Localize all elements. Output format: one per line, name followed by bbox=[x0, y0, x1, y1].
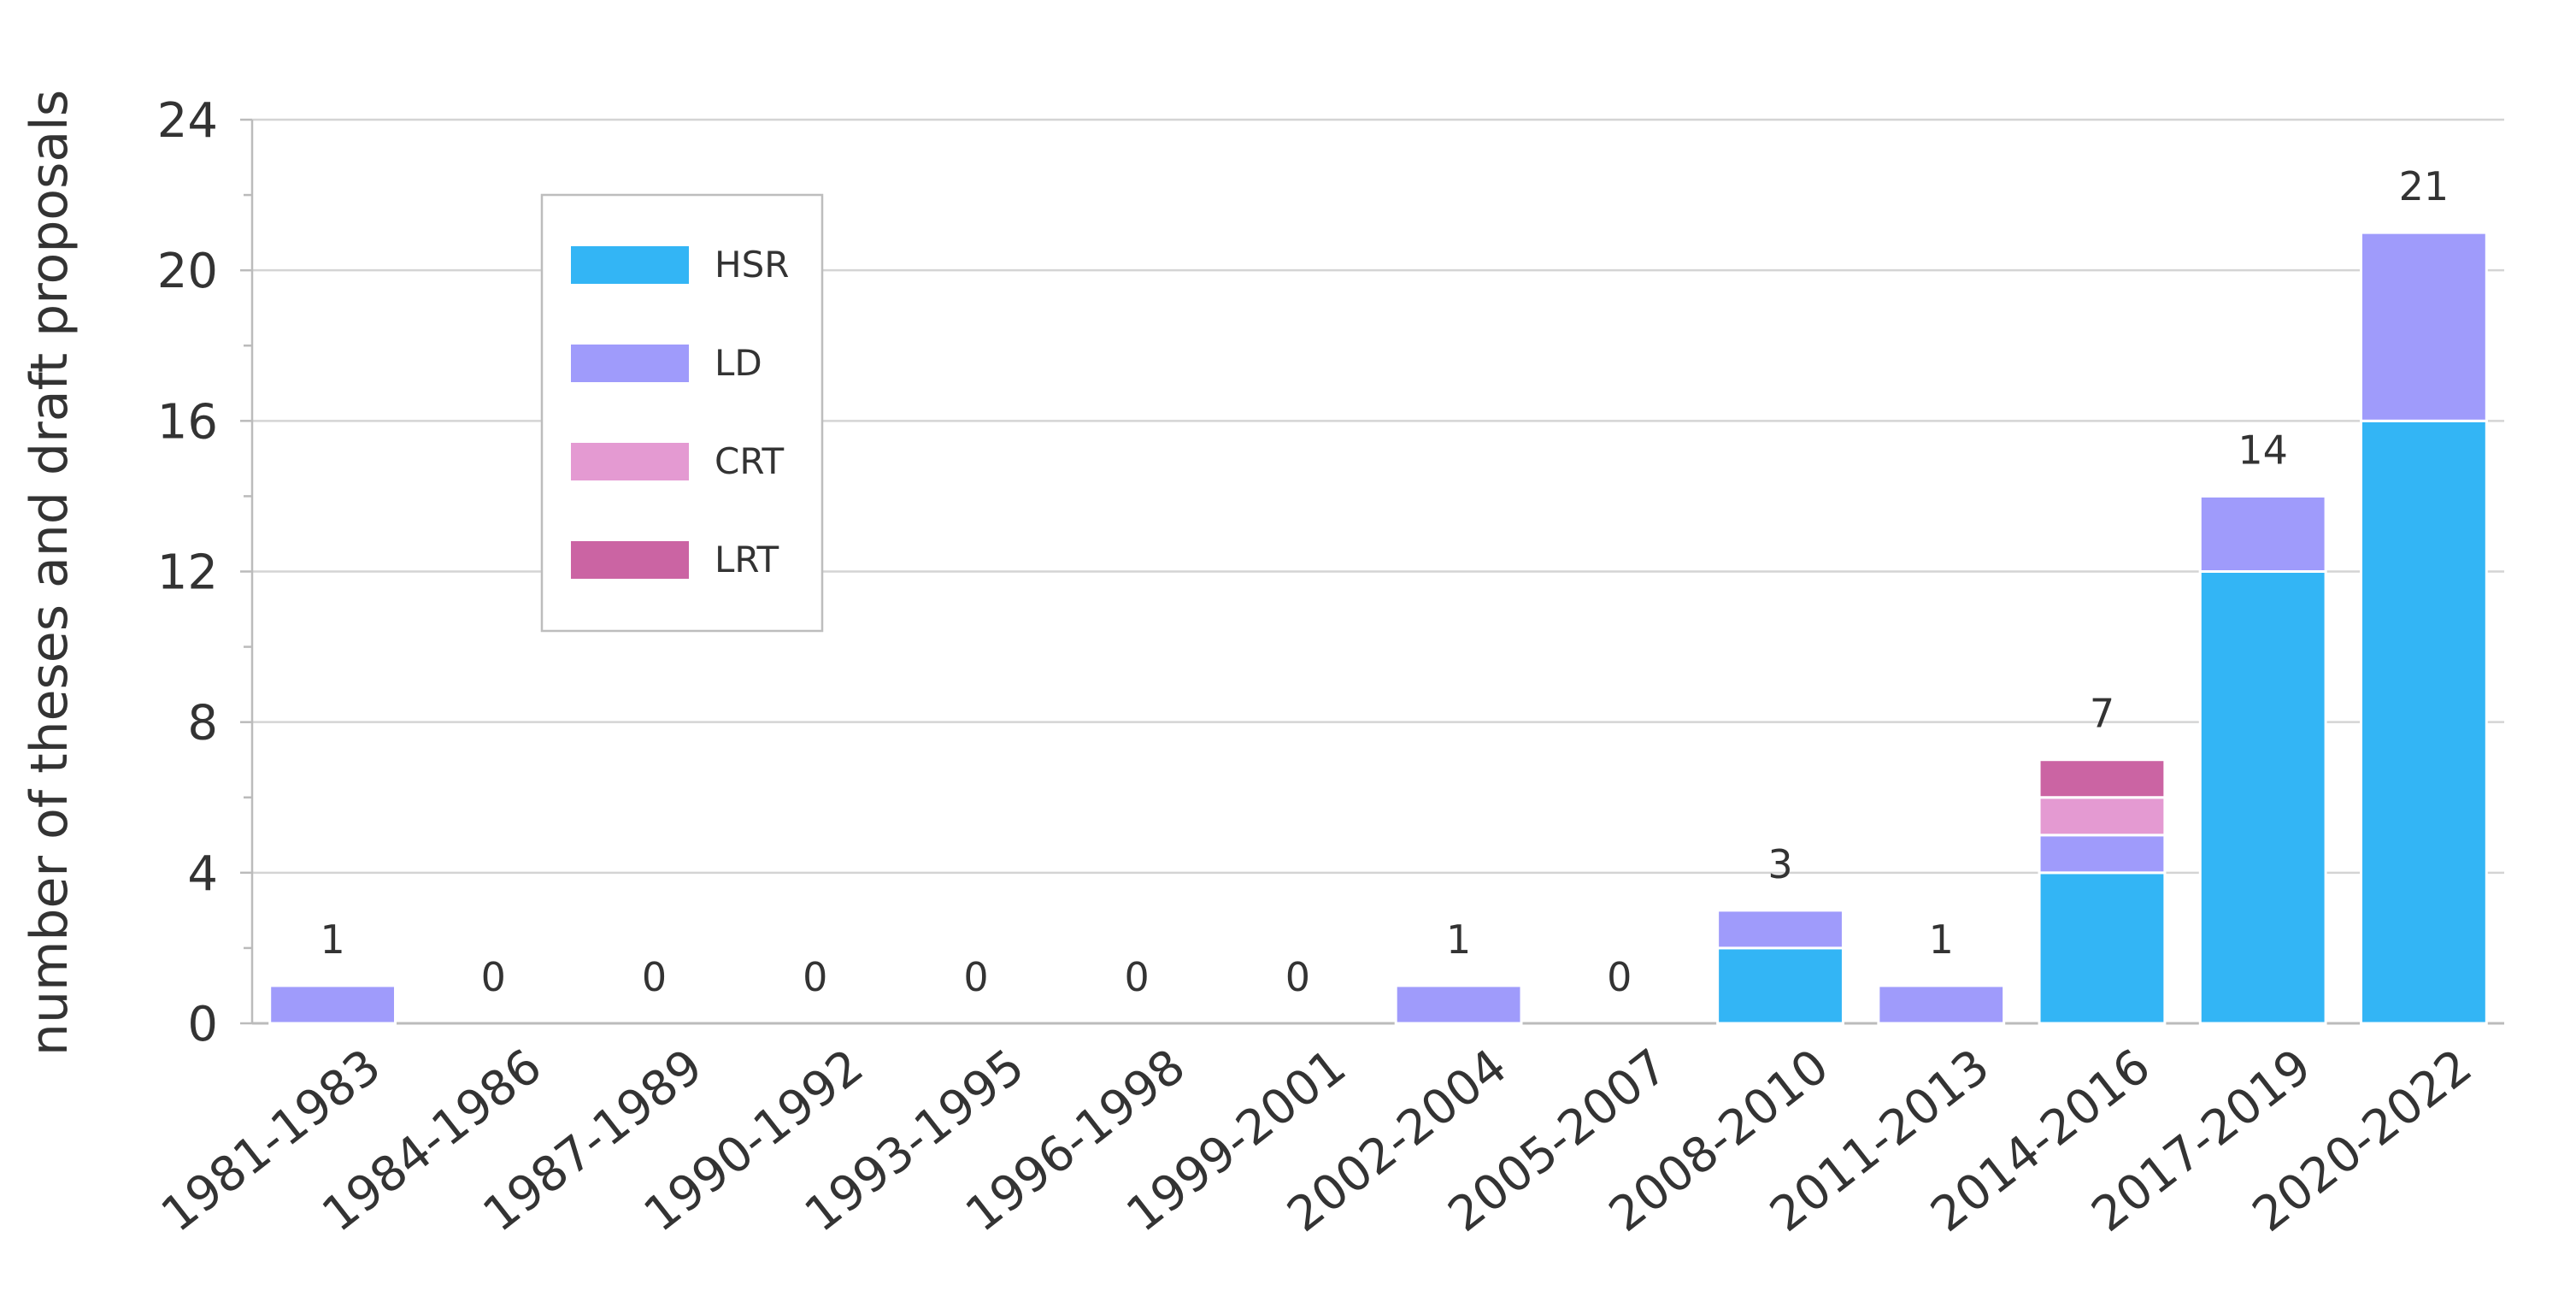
bar-total-label: 0 bbox=[481, 954, 506, 1000]
bar-segment-hsr bbox=[2038, 871, 2167, 1025]
legend-swatch-lrt bbox=[571, 541, 689, 579]
bar-total-label: 3 bbox=[1767, 841, 1792, 887]
bar-segment-ld bbox=[2359, 231, 2488, 422]
bar-segment-crt bbox=[2038, 796, 2167, 837]
y-tick-label: 4 bbox=[187, 846, 218, 902]
bar-segment-hsr bbox=[2198, 570, 2327, 1025]
bars bbox=[268, 231, 2488, 1025]
y-tick-label: 8 bbox=[187, 696, 218, 751]
bar-segment-lrt bbox=[2038, 758, 2167, 799]
bar-total-label: 0 bbox=[642, 954, 667, 1000]
y-tick-label: 24 bbox=[157, 93, 218, 149]
y-tick-label: 20 bbox=[157, 244, 218, 299]
y-tick-label: 0 bbox=[187, 997, 218, 1052]
legend-label-ld: LD bbox=[715, 342, 762, 384]
bar-total-label: 7 bbox=[2090, 691, 2114, 737]
bar-segment-ld bbox=[268, 984, 397, 1025]
bar-segment-ld bbox=[2198, 494, 2327, 574]
bar-total-label: 21 bbox=[2399, 163, 2450, 209]
legend-label-lrt: LRT bbox=[715, 539, 779, 580]
legend-swatch-hsr bbox=[571, 246, 689, 284]
bar-segment-hsr bbox=[2359, 419, 2488, 1025]
y-axis-ticks: 0 4 8 12 16 20 24 bbox=[157, 93, 218, 1052]
bar-segment-ld bbox=[1716, 909, 1844, 950]
legend-label-crt: CRT bbox=[715, 440, 784, 482]
legend: HSR LD CRT LRT bbox=[540, 193, 824, 633]
bar-total-label: 1 bbox=[1446, 916, 1471, 963]
bar-total-label: 14 bbox=[2238, 427, 2288, 473]
bar-total-label: 0 bbox=[803, 954, 827, 1000]
bar-total-label: 0 bbox=[963, 954, 988, 1000]
y-axis-label: number of theses and draft proposals bbox=[20, 90, 79, 1056]
bar-segment-hsr bbox=[1716, 946, 1844, 1025]
bar-total-label: 1 bbox=[320, 916, 344, 963]
bar-segment-ld bbox=[1394, 984, 1523, 1025]
bar-total-label: 0 bbox=[1607, 954, 1632, 1000]
bar-total-label: 0 bbox=[1125, 954, 1150, 1000]
data-labels: 1 0 0 0 0 0 0 1 0 3 1 7 14 21 bbox=[320, 163, 2449, 1000]
bar-segment-ld bbox=[2038, 834, 2167, 875]
legend-label-hsr: HSR bbox=[715, 244, 789, 286]
bar-total-label: 0 bbox=[1285, 954, 1310, 1000]
x-axis-labels: 1981-19831984-19861987-19891990-19921993… bbox=[151, 1039, 2482, 1243]
legend-swatch-ld bbox=[571, 345, 689, 382]
bar-total-label: 1 bbox=[1929, 916, 1954, 963]
legend-swatch-crt bbox=[571, 443, 689, 480]
bar-segment-ld bbox=[1877, 984, 2006, 1025]
y-tick-label: 16 bbox=[157, 394, 218, 450]
y-tick-label: 12 bbox=[157, 545, 218, 601]
